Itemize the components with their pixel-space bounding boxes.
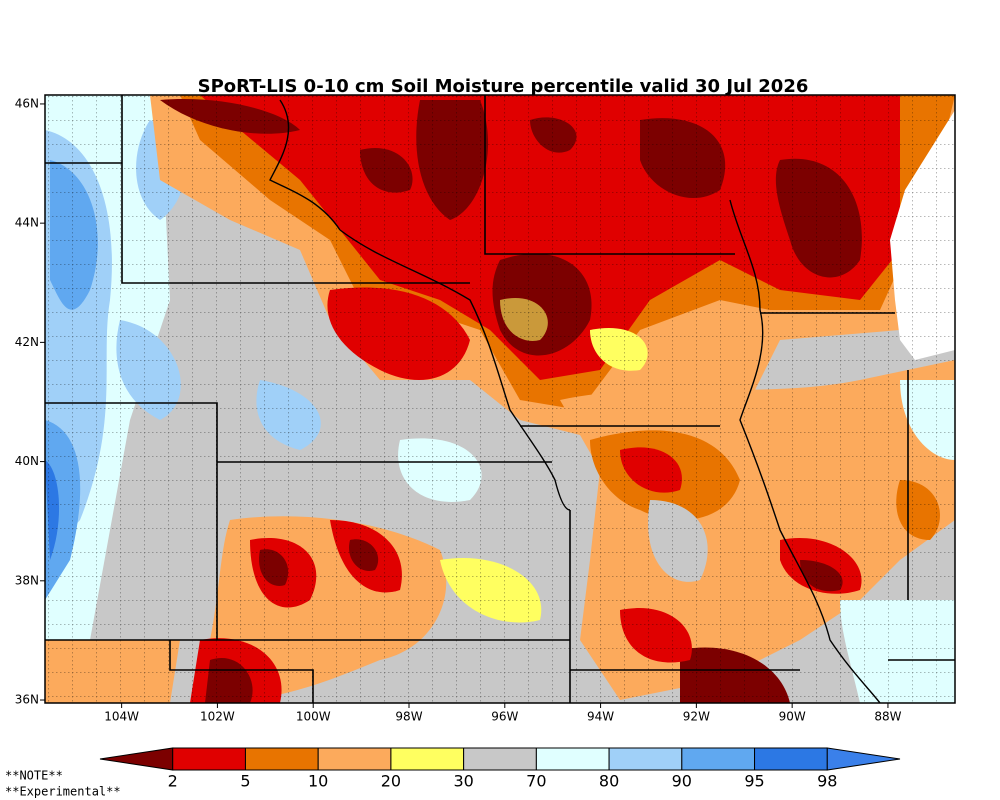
colorbar-label: 98 [817,772,837,791]
colorbar-box [535,747,610,771]
colorbar-box [681,747,756,771]
map-field [45,95,955,703]
x-tick-label: 92W [683,710,710,724]
colorbar-box [244,747,319,771]
colorbar-label: 2 [168,772,178,791]
colorbar-box [608,747,683,771]
axes: 104W 102W 100W 98W 96W 94W 92W 90W 88W 36N 38N 40N 4… [15,96,902,723]
y-tick-label: 38N [15,573,39,587]
note: **Experimental** [5,785,121,799]
x-tick-label: 104W [104,710,139,724]
y-tick-label: 44N [15,216,39,230]
colorbar-box [317,747,392,771]
x-tick-label: 102W [200,710,235,724]
colorbar-label: 70 [526,772,546,791]
y-tick-label: 46N [15,96,39,110]
x-tick-label: 88W [874,710,901,724]
colorbar-label: 20 [381,772,401,791]
plot-frame [44,94,956,704]
notes: **NOTE** **Experimental** [5,769,121,799]
colorbar: 2 5 10 20 30 70 80 90 95 98 [99,747,901,791]
x-tick-label: 94W [587,710,614,724]
colorbar-label: 95 [744,772,764,791]
colorbar-label: 90 [672,772,692,791]
colorbar-box [754,747,828,771]
colorbar-label: 30 [453,772,473,791]
colorbar-box [390,747,465,771]
x-tick-label: 100W [296,710,331,724]
x-tick-label: 90W [779,710,806,724]
colorbar-box [172,747,246,771]
colorbar-label: 10 [308,772,328,791]
colorbar-end [826,747,901,771]
colorbar-end [99,747,174,771]
colorbar-box [463,747,537,771]
x-tick-label: 98W [395,710,422,724]
colorbar-label: 5 [240,772,250,791]
map-title: SPoRT-LIS 0-10 cm Soil Moisture percenti… [198,76,809,97]
y-tick-label: 42N [15,335,39,349]
colorbar-label: 80 [599,772,619,791]
note: **NOTE** [5,769,63,783]
x-tick-label: 96W [491,710,518,724]
y-tick-label: 40N [15,454,39,468]
y-tick-label: 36N [15,693,39,707]
